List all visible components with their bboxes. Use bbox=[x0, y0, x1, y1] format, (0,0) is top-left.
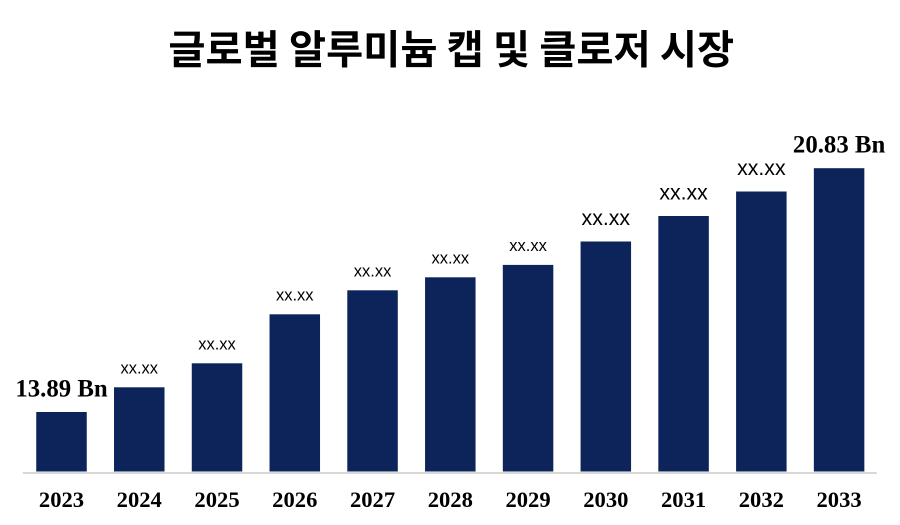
svg-text:2025: 2025 bbox=[194, 487, 239, 512]
svg-text:2027: 2027 bbox=[350, 487, 395, 512]
svg-text:xx.xx: xx.xx bbox=[432, 250, 470, 268]
svg-text:2026: 2026 bbox=[272, 487, 317, 512]
svg-text:xx.xx: xx.xx bbox=[354, 263, 392, 281]
svg-text:xx.xx: xx.xx bbox=[198, 336, 236, 354]
svg-text:xx.xx: xx.xx bbox=[659, 181, 708, 205]
svg-text:2028: 2028 bbox=[428, 487, 473, 512]
svg-text:xx.xx: xx.xx bbox=[120, 360, 158, 378]
svg-text:13.89 Bn: 13.89 Bn bbox=[15, 375, 108, 402]
svg-text:2023: 2023 bbox=[39, 487, 84, 512]
svg-text:2033: 2033 bbox=[817, 487, 862, 512]
svg-text:2029: 2029 bbox=[505, 487, 550, 512]
svg-text:2030: 2030 bbox=[583, 487, 628, 512]
svg-text:2032: 2032 bbox=[739, 487, 784, 512]
svg-text:xx.xx: xx.xx bbox=[737, 156, 786, 180]
svg-text:2031: 2031 bbox=[661, 487, 706, 512]
svg-text:xx.xx: xx.xx bbox=[276, 287, 314, 305]
svg-text:xx.xx: xx.xx bbox=[509, 237, 547, 255]
svg-text:2024: 2024 bbox=[117, 487, 162, 512]
svg-text:20.83 Bn: 20.83 Bn bbox=[793, 132, 886, 159]
svg-text:xx.xx: xx.xx bbox=[582, 206, 631, 230]
